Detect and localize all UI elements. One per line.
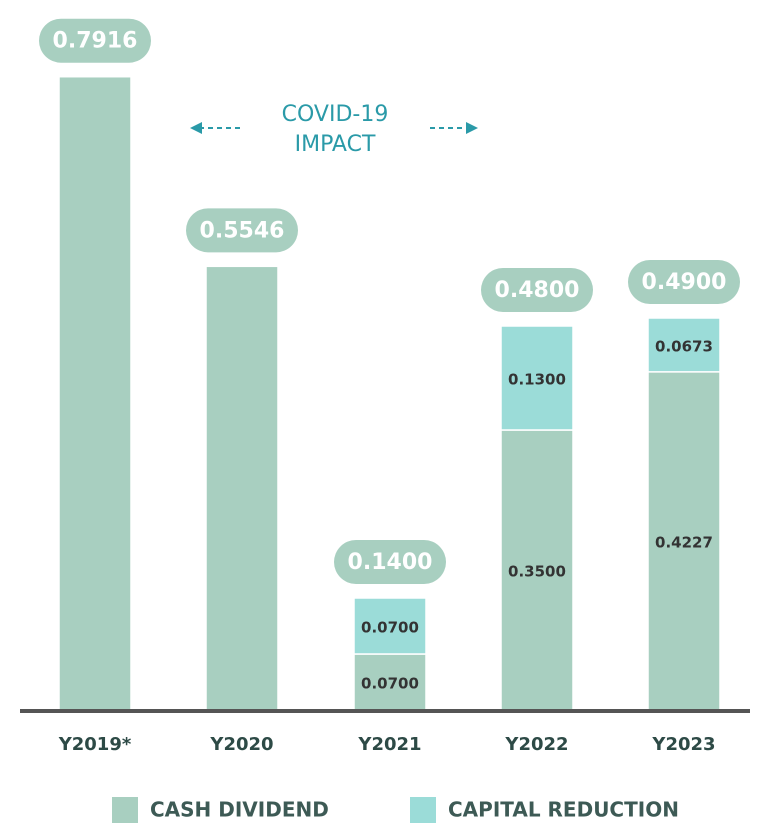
bar-segment — [647, 317, 721, 373]
x-tick-label: Y2023 — [651, 734, 715, 755]
total-label: 0.5546 — [200, 218, 285, 243]
segment-label: 0.4227 — [655, 533, 713, 551]
bar-segment — [58, 75, 132, 711]
x-tick-label: Y2022 — [504, 734, 568, 755]
total-label: 0.4900 — [642, 270, 727, 295]
segment-label: 0.1300 — [508, 371, 566, 389]
total-pill — [334, 540, 446, 584]
total-pill — [39, 18, 151, 63]
total-pill — [186, 208, 298, 253]
x-tick-label: Y2020 — [209, 734, 273, 755]
bar-segment — [353, 653, 427, 711]
arrow-left-head — [190, 122, 202, 134]
bar-segment — [500, 325, 574, 431]
legend-label: CAPITAL REDUCTION — [448, 798, 679, 822]
bar-segment — [205, 265, 279, 711]
covid-arrows — [190, 122, 478, 134]
legend-label: CASH DIVIDEND — [150, 798, 329, 822]
total-label: 0.4800 — [495, 278, 580, 303]
legend-swatch — [112, 797, 138, 823]
legend-swatch — [410, 797, 436, 823]
x-tick-label: Y2019* — [58, 734, 132, 755]
segment-label: 0.0700 — [361, 619, 419, 637]
bar-segment — [353, 597, 427, 655]
total-pill — [628, 260, 740, 304]
arrow-right-head — [466, 122, 478, 134]
annotation: COVID-19 IMPACT — [281, 102, 389, 157]
total-label: 0.1400 — [348, 550, 433, 575]
segment-label: 0.3500 — [508, 563, 566, 581]
bar-segment — [647, 371, 721, 711]
x-tick-label: Y2021 — [357, 734, 421, 755]
segment-label: 0.0673 — [655, 337, 713, 355]
segment-label: 0.0700 — [361, 675, 419, 693]
total-label: 0.7916 — [53, 29, 138, 54]
total-pill — [481, 268, 593, 312]
